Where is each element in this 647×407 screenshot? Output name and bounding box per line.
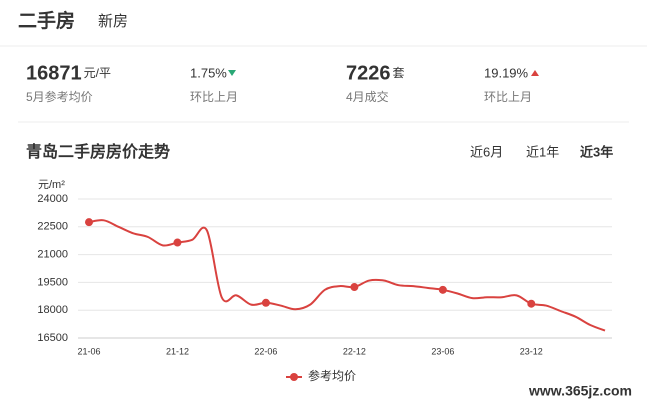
- price-label: 5月参考均价: [26, 89, 93, 104]
- point: [350, 283, 359, 292]
- range-button[interactable]: 近1年: [526, 144, 559, 159]
- point: [261, 298, 270, 307]
- y-tick-label: 18000: [37, 304, 68, 316]
- y-tick-label: 19500: [37, 276, 68, 288]
- range-button[interactable]: 近6月: [470, 144, 503, 159]
- point: [173, 238, 182, 247]
- down-arrow: [228, 70, 236, 76]
- tab[interactable]: 新房: [98, 13, 128, 30]
- y-tick-label: 16500: [37, 332, 68, 344]
- y-axis-label: 元/m²: [38, 179, 65, 191]
- x-tick-label: 22-06: [254, 346, 277, 356]
- deal-change-label: 环比上月: [484, 90, 532, 104]
- point: [85, 218, 93, 227]
- y-tick-label: 21000: [37, 249, 68, 261]
- range-button-active[interactable]: 近3年: [580, 144, 613, 159]
- deal-label: 4月成交: [346, 89, 389, 104]
- y-tick-label: 24000: [37, 193, 68, 205]
- deal-change: 19.19%: [484, 65, 529, 80]
- deal-value: 7226: [346, 62, 391, 84]
- point: [438, 285, 447, 294]
- legend-label: 参考均价: [308, 368, 356, 383]
- tab-active[interactable]: 二手房: [18, 9, 75, 32]
- x-tick-label: 21-06: [77, 346, 100, 356]
- x-tick-label: 23-06: [431, 346, 454, 356]
- point: [527, 299, 536, 308]
- price-value: 16871: [26, 62, 82, 84]
- price-change: 1.75%: [190, 65, 227, 80]
- x-tick-label: 23-12: [520, 346, 543, 356]
- x-tick-label: 21-12: [166, 346, 189, 356]
- deal-unit: 套: [393, 66, 405, 80]
- watermark: www.365jz.com: [528, 383, 632, 399]
- chart-title: 青岛二手房房价走势: [26, 142, 170, 161]
- price-change-label: 环比上月: [190, 90, 238, 104]
- x-tick-label: 22-12: [343, 346, 366, 356]
- legend-marker: [290, 373, 298, 381]
- y-tick-label: 22500: [37, 221, 68, 233]
- price-unit: 元/平: [84, 66, 111, 80]
- up-arrow: [531, 70, 539, 76]
